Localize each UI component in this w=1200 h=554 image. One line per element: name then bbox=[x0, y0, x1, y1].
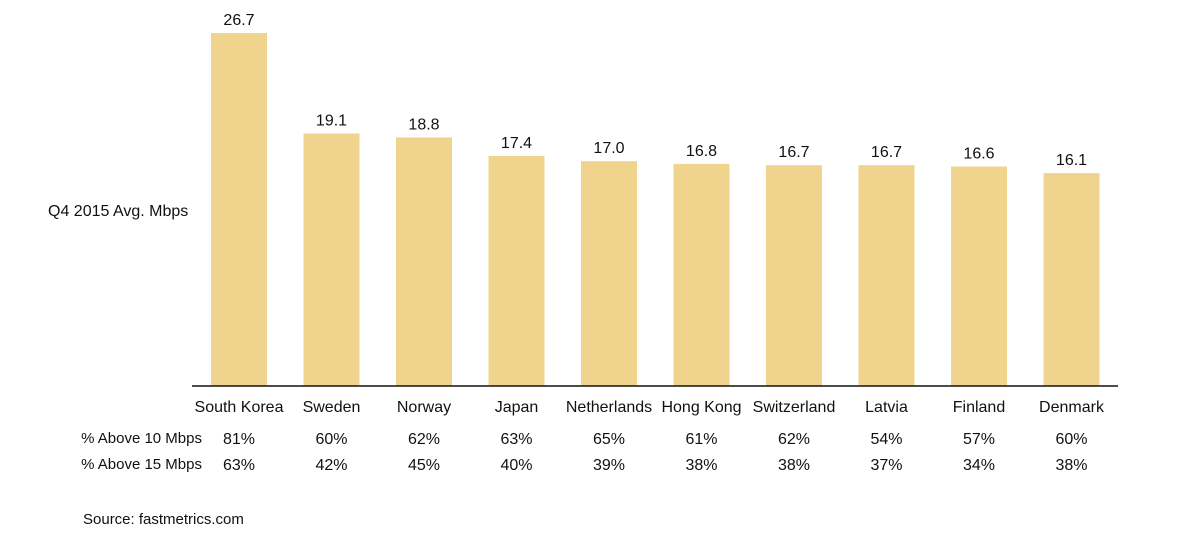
row-cell-above-10-japan: 63% bbox=[500, 431, 532, 448]
row-cell-above-15-norway: 45% bbox=[408, 457, 440, 474]
row-cell-above-15-finland: 34% bbox=[963, 457, 995, 474]
category-label-hong-kong: Hong Kong bbox=[661, 399, 741, 416]
value-labels-group: 26.7 19.1 18.8 17.4 17.0 16.8 16.7 16.7 16.6 16.1 bbox=[223, 12, 1087, 169]
row-cell-above-10-hong-kong: 61% bbox=[685, 431, 717, 448]
value-label-south-korea: 26.7 bbox=[223, 12, 254, 29]
stats-rows-group: 81% 63% 60% 42% 62% 45% 63% 40% 65% 39% 61% 38% 62% 3… bbox=[223, 431, 1088, 474]
value-label-switzerland: 16.7 bbox=[778, 144, 809, 161]
bar-finland bbox=[951, 166, 1007, 386]
category-label-latvia: Latvia bbox=[865, 399, 908, 416]
category-label-japan: Japan bbox=[495, 399, 539, 416]
bar-latvia bbox=[858, 165, 915, 386]
row-cell-above-10-sweden: 60% bbox=[315, 431, 347, 448]
row-cell-above-15-japan: 40% bbox=[500, 457, 532, 474]
value-label-netherlands: 17.0 bbox=[593, 140, 624, 157]
row-cell-above-10-norway: 62% bbox=[408, 431, 440, 448]
category-label-norway: Norway bbox=[397, 399, 451, 416]
row-cell-above-10-switzerland: 62% bbox=[778, 431, 810, 448]
row-cell-above-10-south-korea: 81% bbox=[223, 431, 255, 448]
category-label-netherlands: Netherlands bbox=[566, 399, 652, 416]
row-label-above-10: % Above 10 Mbps bbox=[81, 430, 202, 447]
bar-sweden bbox=[303, 133, 360, 386]
row-cell-above-15-switzerland: 38% bbox=[778, 457, 810, 474]
row-cell-above-15-hong-kong: 38% bbox=[685, 457, 717, 474]
bar-norway bbox=[396, 137, 452, 386]
row-cell-above-15-sweden: 42% bbox=[315, 457, 347, 474]
bar-japan bbox=[488, 156, 545, 386]
row-cell-above-10-latvia: 54% bbox=[870, 431, 902, 448]
value-label-norway: 18.8 bbox=[408, 116, 439, 133]
value-label-hong-kong: 16.8 bbox=[686, 143, 717, 160]
row-cell-above-15-south-korea: 63% bbox=[223, 457, 255, 474]
value-label-denmark: 16.1 bbox=[1056, 152, 1087, 169]
value-label-japan: 17.4 bbox=[501, 135, 532, 152]
category-label-switzerland: Switzerland bbox=[753, 399, 836, 416]
row-cell-above-15-denmark: 38% bbox=[1055, 457, 1087, 474]
row-cell-above-10-finland: 57% bbox=[963, 431, 995, 448]
value-label-sweden: 19.1 bbox=[316, 113, 347, 130]
bar-denmark bbox=[1043, 173, 1100, 386]
value-label-finland: 16.6 bbox=[963, 146, 994, 163]
bar-netherlands bbox=[581, 161, 637, 386]
row-cell-above-15-latvia: 37% bbox=[870, 457, 902, 474]
row-cell-above-10-denmark: 60% bbox=[1055, 431, 1087, 448]
row-label-above-15: % Above 15 Mbps bbox=[81, 456, 202, 473]
source-note: Source: fastmetrics.com bbox=[83, 511, 244, 528]
category-label-south-korea: South Korea bbox=[195, 399, 284, 416]
bar-south-korea bbox=[211, 33, 267, 386]
category-label-sweden: Sweden bbox=[303, 399, 361, 416]
bar-hong-kong bbox=[673, 163, 730, 386]
bars-group bbox=[211, 33, 1100, 386]
value-label-latvia: 16.7 bbox=[871, 144, 902, 161]
category-label-finland: Finland bbox=[953, 399, 1005, 416]
y-axis-title: Q4 2015 Avg. Mbps bbox=[48, 203, 189, 220]
row-cell-above-10-netherlands: 65% bbox=[593, 431, 625, 448]
bar-switzerland bbox=[766, 165, 822, 386]
category-labels-group: South Korea Sweden Norway Japan Netherlands H… bbox=[195, 399, 1105, 416]
category-label-denmark: Denmark bbox=[1039, 399, 1105, 416]
row-cell-above-15-netherlands: 39% bbox=[593, 457, 625, 474]
